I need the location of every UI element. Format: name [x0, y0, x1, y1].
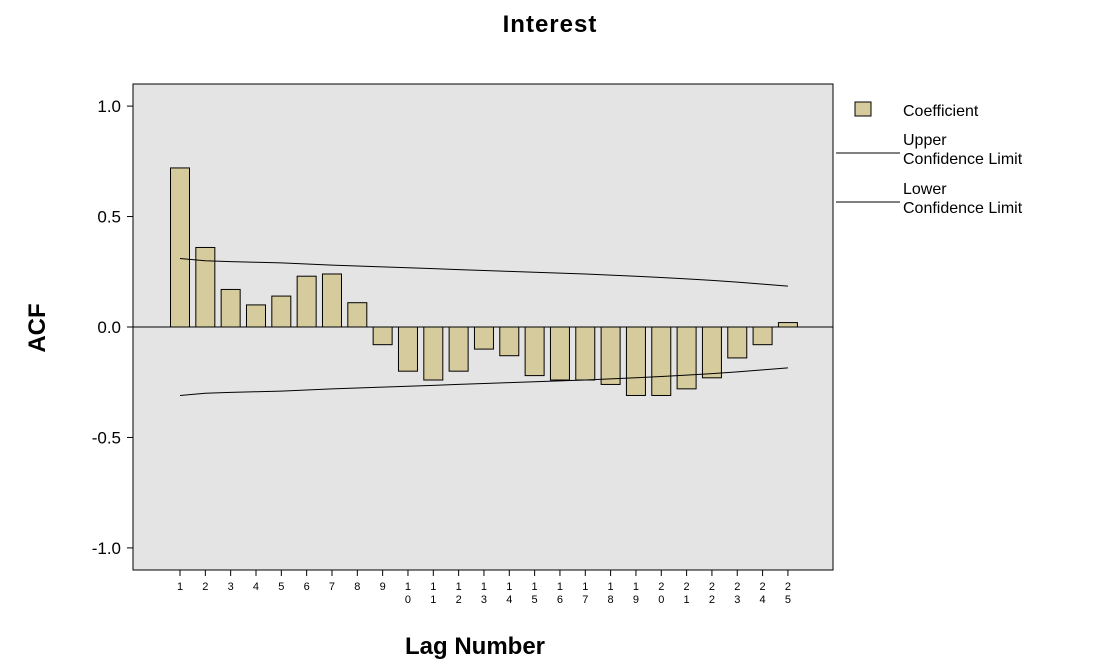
- acf-bar: [701, 326, 722, 379]
- x-tick-label: 2: [202, 581, 208, 593]
- acf-bar: [473, 326, 494, 350]
- acf-bar: [777, 322, 798, 328]
- acf-bar: [296, 275, 317, 328]
- x-tick-label: 9: [380, 581, 386, 593]
- x-tick-label: 8: [354, 581, 360, 593]
- legend: Coefficient Upper Confidence Limit Lower Con…: [836, 101, 1023, 217]
- y-tick-label: 0.0: [97, 318, 121, 337]
- bars-group: [170, 167, 798, 396]
- y-tick-label: 0.5: [97, 208, 121, 227]
- y-tick-label: -1.0: [92, 539, 121, 558]
- acf-bar: [321, 273, 342, 328]
- acf-bar: [195, 246, 216, 328]
- legend-label-lower: Lower Confidence Limit: [903, 181, 1023, 217]
- x-tick-label: 1: [177, 581, 183, 593]
- acf-bar: [625, 326, 646, 396]
- acf-bar: [245, 304, 266, 328]
- acf-bar: [575, 326, 596, 381]
- acf-bar: [170, 167, 190, 328]
- acf-bar: [448, 326, 469, 372]
- legend-label-coefficient: Coefficient: [903, 103, 979, 120]
- upper-confidence-line: [179, 258, 788, 287]
- acf-bar: [727, 326, 748, 359]
- acf-bar: [499, 326, 520, 357]
- acf-bar: [220, 288, 241, 328]
- x-tick-label: 6: [304, 581, 310, 593]
- y-tick-label: 1.0: [97, 97, 121, 116]
- x-tick-label: 4: [253, 581, 259, 593]
- x-tick-label: 3: [228, 581, 234, 593]
- acf-bar: [752, 326, 773, 346]
- acf-bar: [397, 326, 418, 372]
- acf-bar: [651, 326, 672, 396]
- legend-swatch-coefficient: [854, 101, 872, 117]
- acf-bar: [372, 326, 393, 346]
- acf-bar: [271, 295, 292, 328]
- acf-bar: [600, 326, 621, 385]
- y-axis-title: ACF: [24, 303, 51, 352]
- x-tick-label: 5: [278, 581, 284, 593]
- legend-label-upper: Upper Confidence Limit: [903, 132, 1023, 168]
- x-tick-label: 7: [329, 581, 335, 593]
- acf-bar: [676, 326, 697, 390]
- confidence-lines: [179, 258, 788, 396]
- acf-bar: [524, 326, 545, 377]
- y-axis: 1.0 0.5 0.0 -0.5 -1.0: [92, 97, 133, 558]
- acf-bar: [347, 302, 368, 328]
- x-axis-title: Lag Number: [405, 633, 545, 660]
- x-axis: 1 2 3 4 5 6 7 8 9 1 01 11 21 31 41 51 61 71 81 92 02 12 22 32 42…: [177, 570, 791, 606]
- y-tick-label: -0.5: [92, 428, 121, 447]
- acf-bar: [549, 326, 570, 381]
- lower-confidence-line: [179, 367, 788, 396]
- chart-title: Interest: [503, 11, 598, 38]
- acf-bar: [423, 326, 444, 381]
